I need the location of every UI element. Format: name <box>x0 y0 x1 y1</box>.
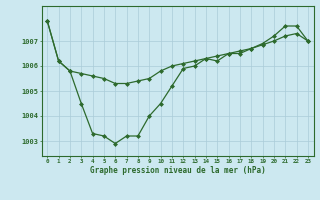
X-axis label: Graphe pression niveau de la mer (hPa): Graphe pression niveau de la mer (hPa) <box>90 166 266 175</box>
